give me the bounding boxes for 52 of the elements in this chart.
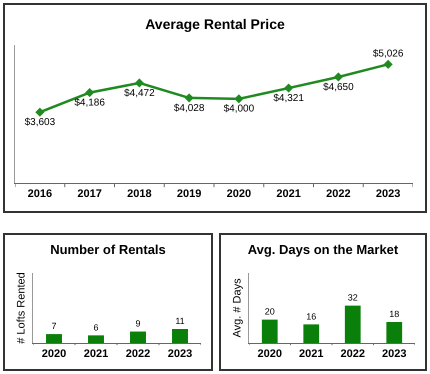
x-tick-label: 2022 <box>326 188 351 200</box>
bar <box>88 335 104 343</box>
chart-title: Avg. Days on the Market <box>248 242 399 258</box>
data-label: 6 <box>93 322 99 332</box>
x-tick-label: 2023 <box>168 348 192 360</box>
data-label: 16 <box>306 311 316 322</box>
data-label: $3,603 <box>24 117 56 128</box>
x-tick-label: 2021 <box>299 348 324 360</box>
bar <box>344 306 361 343</box>
chart-title: Number of Rentals <box>50 242 166 258</box>
chart-title: Average Rental Price <box>145 16 285 32</box>
bar <box>262 320 278 343</box>
x-tick-label: 2020 <box>42 348 66 360</box>
x-tick-label: 2023 <box>376 188 400 200</box>
data-label: $4,186 <box>74 97 106 108</box>
point <box>134 78 144 88</box>
point <box>85 88 94 98</box>
data-label: 9 <box>135 318 141 329</box>
point <box>334 72 343 82</box>
point <box>384 60 393 69</box>
bar <box>386 322 402 343</box>
x-tick-label: 2021 <box>84 348 108 360</box>
data-label: 7 <box>51 321 57 332</box>
x-tick-label: 2017 <box>77 188 102 200</box>
data-label: 11 <box>175 316 185 326</box>
data-label: $4,321 <box>273 92 304 104</box>
x-tick-label: 2020 <box>258 348 282 360</box>
point <box>184 93 194 102</box>
x-tick-label: 2022 <box>126 348 150 360</box>
bar <box>130 332 146 343</box>
data-label: $4,000 <box>224 104 255 115</box>
x-tick-label: 2023 <box>382 348 406 360</box>
x-tick-label: 2019 <box>176 188 202 200</box>
bar <box>172 329 188 343</box>
bar <box>46 334 62 343</box>
data-label: $5,026 <box>372 48 404 60</box>
data-label: 20 <box>264 306 275 317</box>
point <box>284 84 294 93</box>
data-label: $4,472 <box>124 88 156 99</box>
x-tick-label: 2016 <box>28 188 52 200</box>
data-label: $4,028 <box>174 102 205 114</box>
y-axis-title: Avg. # Days <box>232 278 244 338</box>
bar <box>303 324 320 343</box>
x-tick-label: 2021 <box>276 188 301 200</box>
point <box>35 108 44 117</box>
data-label: 18 <box>389 309 400 319</box>
x-tick-label: 2020 <box>226 188 252 200</box>
data-label: 32 <box>348 292 358 303</box>
x-tick-label: 2022 <box>340 348 365 360</box>
data-label: $4,650 <box>323 82 354 93</box>
x-tick-label: 2018 <box>127 188 152 200</box>
y-axis-title: # Lofts Rented <box>16 272 28 344</box>
